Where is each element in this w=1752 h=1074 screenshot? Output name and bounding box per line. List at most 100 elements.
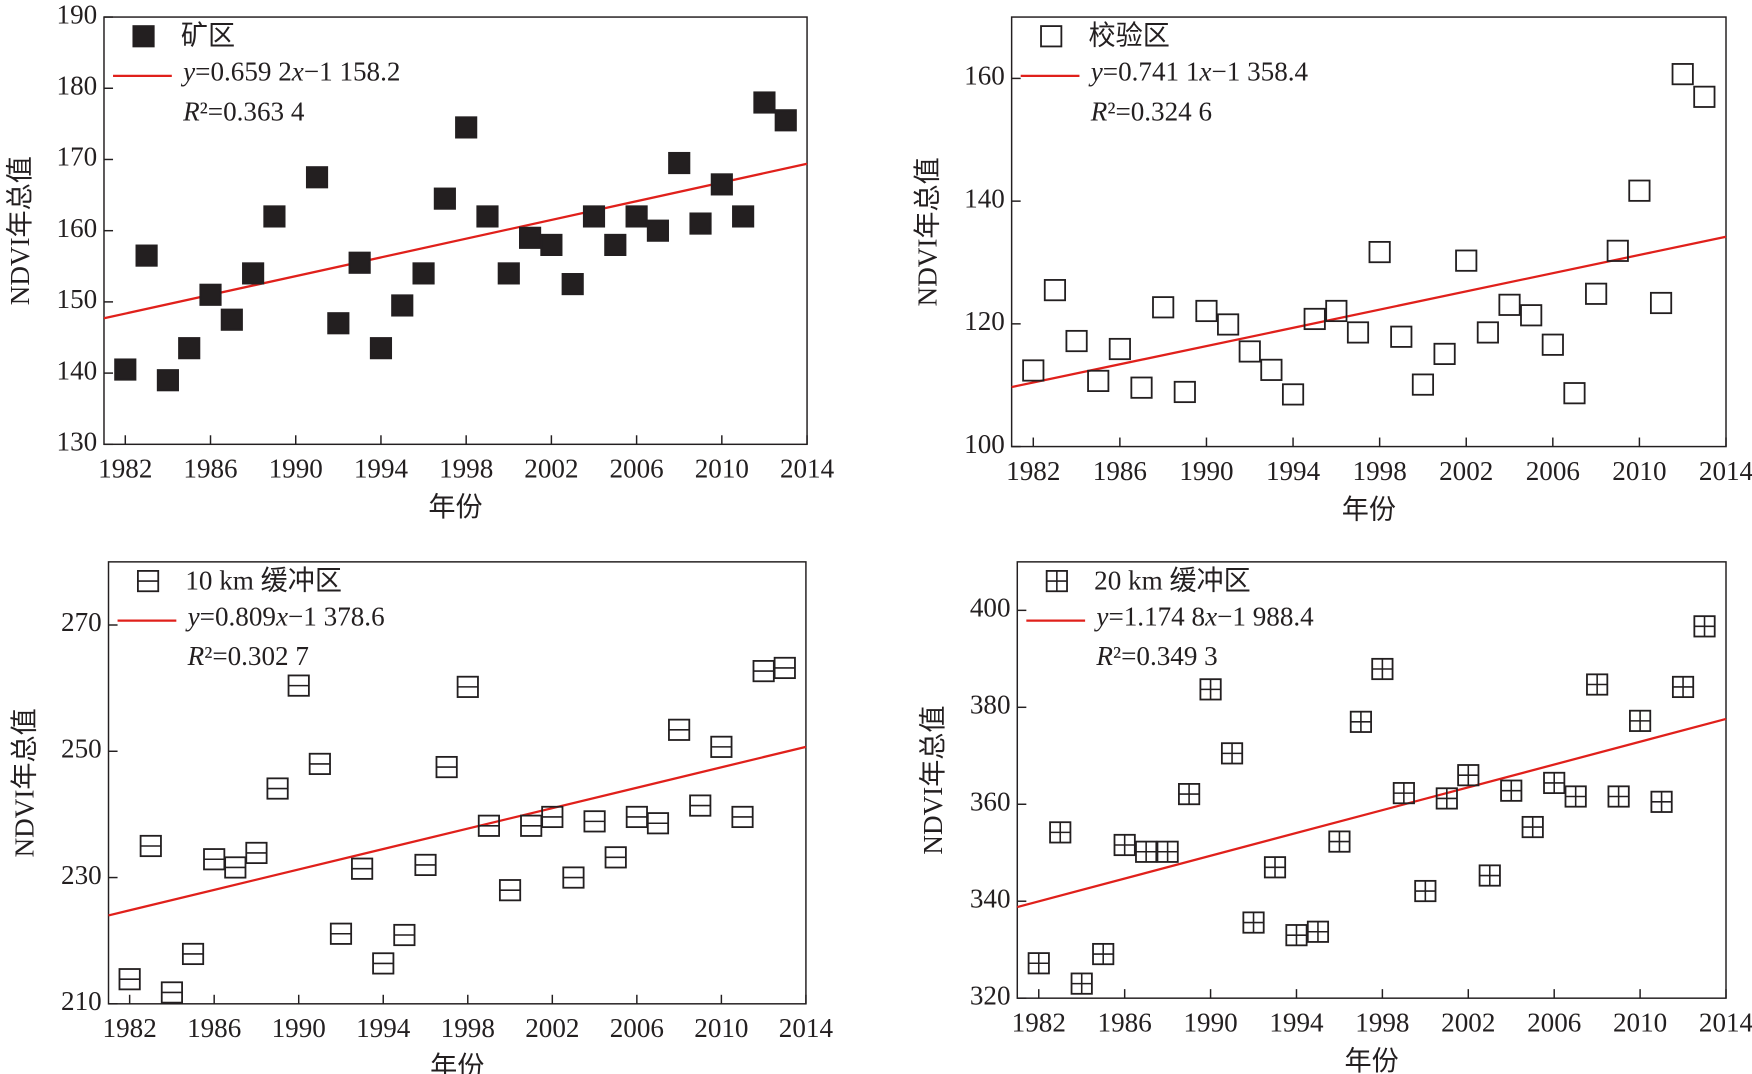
marker (139, 834, 162, 858)
marker-box (1411, 373, 1435, 396)
marker (731, 805, 754, 829)
marker-box (156, 369, 179, 392)
marker (118, 968, 141, 991)
marker (1693, 85, 1716, 108)
marker-box (1260, 358, 1283, 381)
marker-box (1065, 329, 1088, 353)
marker (199, 283, 222, 306)
marker (414, 853, 437, 876)
marker (1173, 380, 1196, 404)
marker (1049, 821, 1072, 844)
marker (476, 205, 499, 228)
y-tick-label: 320 (970, 980, 1011, 1010)
trend-line (108, 745, 807, 917)
marker-box (1108, 337, 1131, 361)
marker (1455, 249, 1478, 272)
x-tick-label: 1990 (269, 454, 323, 484)
marker (181, 942, 205, 966)
marker (1671, 675, 1695, 699)
marker (114, 358, 137, 381)
marker (625, 805, 648, 829)
marker-box (1238, 340, 1261, 363)
marker-box (1476, 321, 1499, 344)
marker (329, 922, 353, 945)
marker (1564, 785, 1587, 808)
marker (348, 251, 371, 274)
marker-box (263, 205, 286, 228)
marker-box (561, 273, 584, 296)
marker (1457, 764, 1480, 787)
marker-box (220, 308, 243, 331)
x-tick-label: 1982 (98, 454, 152, 484)
y-tick-label: 120 (964, 306, 1005, 336)
marker-box (1173, 380, 1196, 404)
marker (561, 273, 584, 296)
marker-box (1541, 333, 1564, 356)
marker (498, 879, 522, 902)
marker-box (582, 205, 606, 228)
marker-box (668, 151, 691, 175)
x-tick-label: 1994 (354, 454, 409, 484)
legend-label: 10 km 缓冲区 (185, 566, 342, 596)
marker-box (1022, 359, 1045, 382)
x-tick-label: 1998 (1353, 456, 1407, 486)
marker-box (1585, 282, 1608, 305)
marker (541, 805, 564, 829)
x-tick-label: 2014 (1699, 1008, 1752, 1038)
marker (372, 952, 395, 975)
marker (1478, 864, 1501, 887)
chart: 210 230 250 270 1982 1986 1990 1994 1998 2002 2006… (9, 561, 834, 1074)
marker (391, 294, 414, 317)
y-tick-label: 180 (57, 70, 98, 100)
annotation: R²=0.324 6 (1090, 96, 1212, 126)
marker (540, 233, 563, 257)
x-tick-label: 2014 (779, 1013, 834, 1043)
x-tick-label: 1998 (1355, 1008, 1409, 1038)
chart: 100 120 140 160 1982 1986 1990 1994 1998 2002 2006… (912, 16, 1752, 524)
marker (1178, 783, 1201, 806)
marker (1152, 296, 1175, 319)
x-axis-label: 年份 (428, 492, 482, 522)
marker (433, 187, 456, 210)
marker (308, 752, 331, 775)
annotation: y=0.741 1x−1 358.4 (1088, 57, 1309, 87)
trend-line (1017, 717, 1727, 909)
marker (1414, 879, 1437, 903)
marker-box (391, 294, 414, 317)
marker (773, 656, 796, 680)
marker-box (774, 109, 797, 132)
marker (1027, 952, 1050, 975)
annotation: y=1.174 8x−1 988.4 (1093, 602, 1314, 632)
marker-box (199, 283, 222, 306)
marker (1043, 279, 1067, 302)
marker (156, 369, 179, 392)
marker (520, 814, 543, 837)
marker-box (1520, 304, 1543, 327)
marker (412, 262, 435, 285)
marker-box (1628, 179, 1651, 202)
marker-box (1040, 25, 1063, 48)
marker (1045, 570, 1068, 593)
marker (668, 718, 691, 741)
x-tick-label: 2006 (610, 1013, 664, 1043)
marker-box (1087, 369, 1110, 392)
annotation: y=0.809x−1 378.6 (185, 602, 385, 632)
marker-box (369, 337, 393, 360)
annotation: R²=0.363 4 (182, 96, 305, 126)
marker (562, 866, 585, 889)
x-tick-label: 2002 (1439, 456, 1493, 486)
marker-box (476, 205, 499, 228)
y-tick-label: 190 (57, 0, 98, 29)
marker-box (646, 219, 669, 242)
annotation: R²=0.302 7 (187, 641, 309, 671)
x-tick-label: 2002 (1441, 1008, 1495, 1038)
x-tick-label: 1990 (1183, 1008, 1237, 1038)
marker (668, 151, 691, 175)
x-tick-label: 2006 (610, 454, 664, 484)
marker-box (1325, 299, 1348, 323)
x-tick-label: 2002 (524, 454, 578, 484)
marker-box (1130, 376, 1153, 399)
marker (1433, 342, 1456, 365)
marker (287, 674, 310, 697)
marker-box (1368, 240, 1391, 264)
